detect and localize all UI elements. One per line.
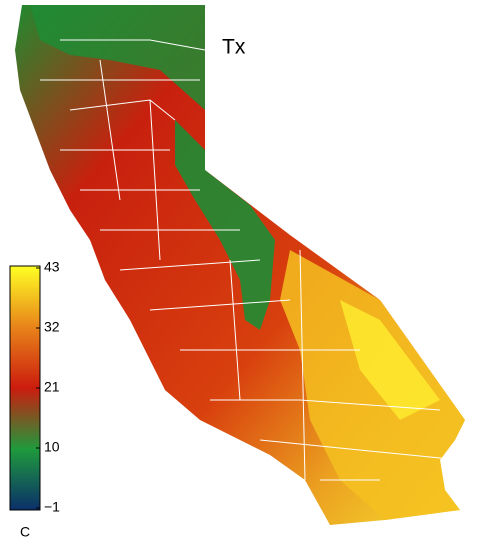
- colorbar-tick-label: 10: [44, 439, 60, 455]
- colorbar-tick-label: 43: [44, 259, 60, 275]
- colorbar-scale: [9, 265, 41, 511]
- sierra-nevada: [175, 120, 275, 330]
- north-mountains: [30, 5, 205, 110]
- california: [15, 5, 465, 525]
- map-title: Tx: [222, 36, 246, 59]
- county-lines: [40, 39, 461, 481]
- colorbar-tick-label: −1: [44, 499, 60, 515]
- colorbar-tick-label: 21: [44, 379, 60, 395]
- colorbar: −1 10 21 32 43: [9, 259, 60, 515]
- colorbar-unit: C: [20, 524, 30, 540]
- hot-desert: [340, 300, 440, 420]
- colorbar-tick-label: 32: [44, 319, 60, 335]
